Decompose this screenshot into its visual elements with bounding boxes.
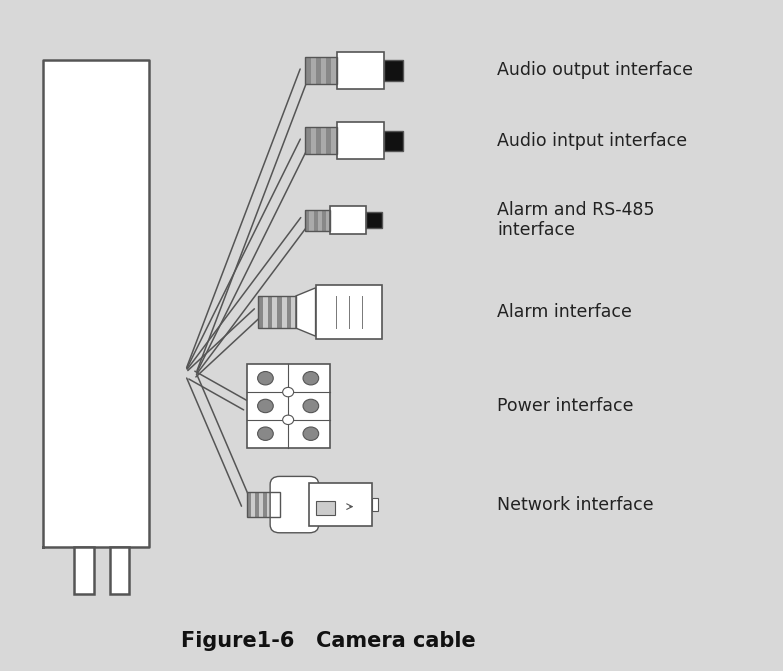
Bar bbox=[326, 209, 330, 231]
Bar bbox=[331, 127, 337, 154]
Bar bbox=[313, 209, 318, 231]
Circle shape bbox=[303, 399, 319, 413]
Bar bbox=[305, 127, 311, 154]
Text: Alarm interface: Alarm interface bbox=[497, 303, 632, 321]
Bar bbox=[318, 209, 322, 231]
Bar bbox=[258, 296, 296, 328]
Bar bbox=[316, 501, 335, 515]
Bar bbox=[268, 296, 272, 328]
Bar bbox=[259, 492, 263, 517]
Bar bbox=[366, 212, 382, 228]
Polygon shape bbox=[43, 60, 149, 547]
Bar bbox=[321, 127, 327, 154]
Bar bbox=[311, 57, 316, 84]
Bar bbox=[331, 57, 337, 84]
Bar bbox=[311, 127, 316, 154]
Polygon shape bbox=[296, 288, 316, 336]
Circle shape bbox=[303, 372, 319, 385]
Bar bbox=[305, 57, 311, 84]
Circle shape bbox=[258, 427, 273, 440]
Bar bbox=[337, 52, 384, 89]
Bar bbox=[271, 492, 276, 517]
Bar bbox=[337, 122, 384, 159]
Bar bbox=[330, 206, 366, 234]
Bar bbox=[110, 547, 129, 594]
Bar bbox=[291, 296, 296, 328]
Bar bbox=[305, 127, 337, 154]
Bar bbox=[276, 492, 280, 517]
Circle shape bbox=[303, 427, 319, 440]
Bar bbox=[247, 492, 251, 517]
Bar bbox=[255, 492, 259, 517]
Bar bbox=[316, 127, 321, 154]
Circle shape bbox=[283, 387, 294, 397]
Bar bbox=[74, 547, 94, 594]
Bar bbox=[316, 57, 321, 84]
Bar bbox=[247, 364, 330, 448]
Bar bbox=[305, 209, 330, 231]
Bar bbox=[321, 57, 327, 84]
Bar bbox=[287, 296, 291, 328]
Bar bbox=[258, 296, 263, 328]
Bar bbox=[251, 492, 254, 517]
Text: Audio output interface: Audio output interface bbox=[497, 62, 693, 79]
Bar bbox=[263, 296, 268, 328]
Text: Alarm and RS-485
interface: Alarm and RS-485 interface bbox=[497, 201, 655, 240]
Bar bbox=[327, 127, 331, 154]
Text: Power interface: Power interface bbox=[497, 397, 633, 415]
Bar bbox=[305, 209, 309, 231]
Bar bbox=[309, 483, 372, 526]
FancyBboxPatch shape bbox=[270, 476, 319, 533]
Bar bbox=[272, 296, 277, 328]
Bar bbox=[309, 209, 313, 231]
Bar bbox=[277, 296, 282, 328]
Bar bbox=[263, 492, 267, 517]
Circle shape bbox=[283, 415, 294, 425]
Circle shape bbox=[258, 372, 273, 385]
Bar bbox=[384, 60, 403, 81]
Bar bbox=[282, 296, 287, 328]
Text: Network interface: Network interface bbox=[497, 496, 654, 513]
Bar bbox=[305, 57, 337, 84]
Bar bbox=[327, 57, 331, 84]
Text: Audio intput interface: Audio intput interface bbox=[497, 132, 687, 150]
Bar bbox=[384, 131, 403, 151]
Text: Figure1-6   Camera cable: Figure1-6 Camera cable bbox=[182, 631, 476, 651]
Circle shape bbox=[258, 399, 273, 413]
Bar bbox=[372, 498, 378, 511]
Bar bbox=[247, 492, 280, 517]
Bar bbox=[322, 209, 326, 231]
Bar bbox=[267, 492, 271, 517]
Bar bbox=[316, 285, 382, 339]
